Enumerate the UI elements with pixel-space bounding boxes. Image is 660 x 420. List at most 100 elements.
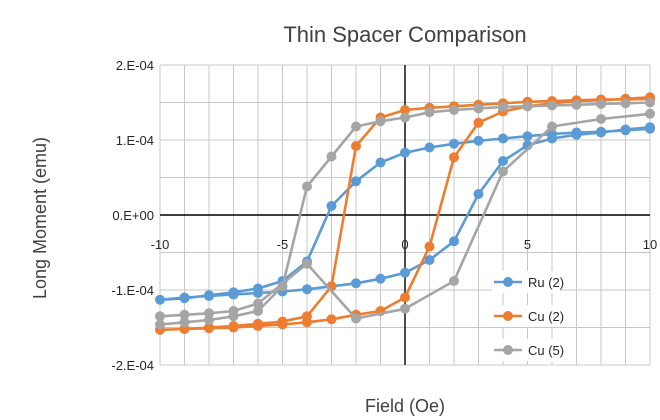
data-point [473,189,484,199]
data-point [302,284,312,295]
x-tick-label: 5 [524,237,531,252]
data-point [351,121,361,132]
data-point [449,152,459,163]
data-point [277,281,288,292]
data-point [228,322,239,333]
data-point [228,289,239,300]
data-point [400,147,410,158]
data-point [400,267,410,278]
legend-label: Cu (5) [528,343,564,358]
data-point [351,141,361,151]
data-point [155,294,165,305]
x-axis-title: Field (Oe) [365,396,445,416]
data-point [302,317,312,328]
y-tick-label: -1.E-04 [111,283,154,298]
legend-backdrop [492,271,560,293]
data-point [498,156,508,166]
legend-backdrop [492,305,560,327]
data-point [498,102,508,112]
y-tick-label: 0.E+00 [112,208,154,223]
data-point [424,142,435,153]
series-line [158,101,651,326]
x-tick-label: 0 [401,237,408,252]
data-point [498,166,508,177]
data-point [596,99,606,109]
data-point [253,321,263,331]
data-point [400,292,410,303]
tick-layer: -10 -5 0 5 10 2.E-04 1.E-04 0.E+00 -1.E-04 -2.E-0… [111,58,657,373]
legend-marker [503,277,513,287]
data-point [277,319,288,330]
data-point [253,288,263,298]
data-point [155,311,165,322]
data-point [424,241,435,252]
y-axis-title: Long Moment (emu) [30,137,50,299]
legend-marker [503,311,513,321]
legend-entry: Cu (5) [492,339,564,361]
series-0 [155,122,655,305]
data-point [351,176,361,187]
x-tick-label: -5 [277,237,289,252]
data-point [253,306,263,316]
data-point [228,306,239,316]
data-point [179,309,190,320]
data-point [449,105,459,115]
data-point [547,100,557,111]
data-point [424,107,435,118]
x-tick-label: -10 [151,237,170,252]
data-point [375,157,386,168]
data-point [449,138,459,149]
data-point [326,151,337,162]
data-point [645,97,655,108]
y-tick-label: -2.E-04 [111,358,154,373]
data-point [424,255,435,265]
chart-title: Thin Spacer Comparison [283,22,526,47]
data-point [620,98,631,109]
data-point [596,127,606,138]
data-point [449,236,459,247]
data-point [155,319,165,330]
legend-label: Ru (2) [528,275,564,290]
data-point [302,181,312,192]
data-point [302,258,312,269]
legend-entry: Ru (2) [492,271,564,293]
data-point [204,291,214,301]
data-point [620,124,631,135]
data-point [375,273,386,284]
y-tick-label: 2.E-04 [116,58,154,73]
data-point [179,317,190,328]
legend-backdrop [492,339,560,361]
series-2 [155,97,655,330]
data-point [522,101,533,112]
data-point [179,292,190,303]
data-point [400,112,410,123]
data-point [326,314,337,325]
data-point [473,135,484,146]
data-point [596,114,606,124]
data-point [473,117,484,128]
legend-label: Cu (2) [528,309,564,324]
data-point [498,133,508,144]
data-point [351,313,361,324]
data-point [645,108,655,119]
data-point [400,303,410,314]
data-point [547,133,557,144]
legend-marker [503,345,513,355]
data-point [571,129,582,140]
data-point [204,323,214,334]
legend: Ru (2) Cu (2) Cu (5) [492,271,564,361]
x-tick-label: 10 [643,237,657,252]
legend-entry: Cu (2) [492,305,564,327]
data-point [351,278,361,289]
data-point [449,276,459,286]
data-point [522,131,533,142]
data-point [400,105,410,115]
data-point [571,99,582,110]
series-layer [155,92,655,335]
data-point [473,103,484,114]
data-point [204,308,214,319]
data-point [547,121,557,132]
data-point [326,201,337,211]
data-point [645,122,655,133]
